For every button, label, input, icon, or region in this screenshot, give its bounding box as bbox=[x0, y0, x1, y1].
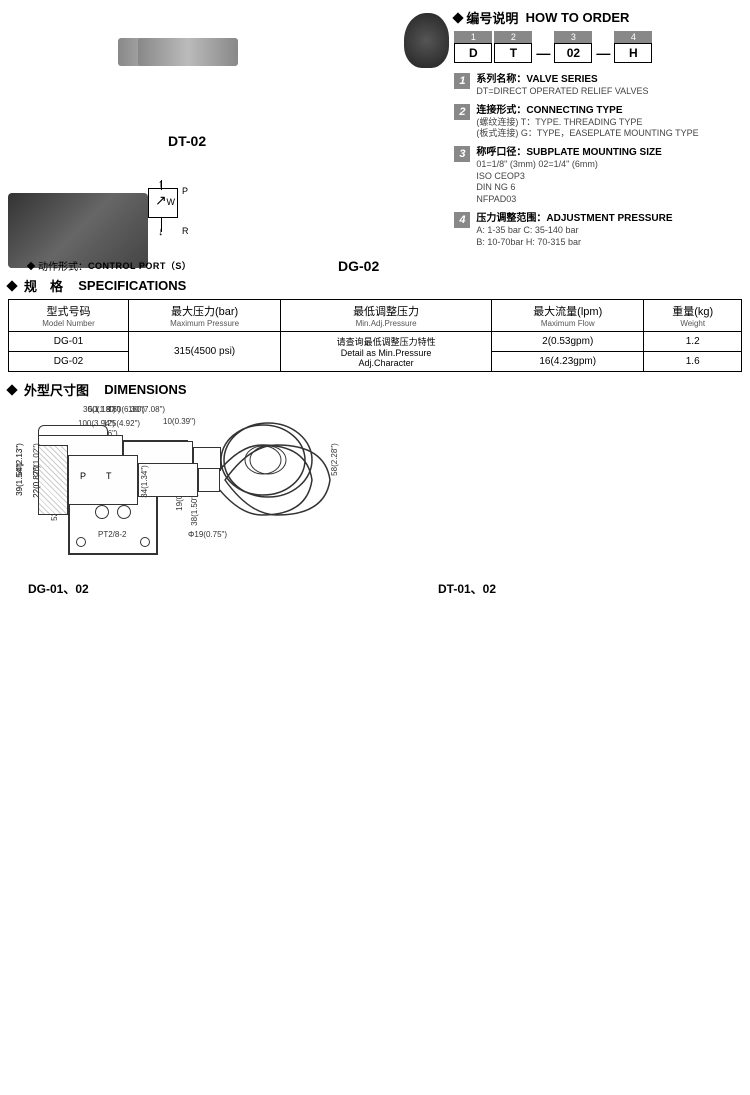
cell-maxp: 315(4500 psi) bbox=[129, 332, 281, 372]
legend-item-4: 4 压力调整范围：ADJUSTMENT PRESSURE A: 1-35 bar… bbox=[454, 212, 742, 248]
legend-item-2: 2 连接形式：CONNECTING TYPE (螺纹连接) T：TYPE. TH… bbox=[454, 104, 742, 140]
howto-title-cn: 编号说明 bbox=[466, 8, 518, 27]
cell-model: DG-01 bbox=[9, 332, 129, 352]
legend-text: 称呼口径：SUBPLATE MOUNTING SIZE 01=1/8" (3mm… bbox=[476, 146, 661, 206]
legend-text: 系列名称：VALVE SERIES DT=DIRECT OPERATED REL… bbox=[476, 73, 648, 98]
dims-title-en: DIMENSIONS bbox=[104, 382, 186, 397]
legend-num: 4 bbox=[454, 212, 470, 228]
dims-header: 外型尺寸图 DIMENSIONS bbox=[8, 380, 742, 399]
cell-weight: 1.2 bbox=[644, 332, 742, 352]
legend-text: 连接形式：CONNECTING TYPE (螺纹连接) T：TYPE. THRE… bbox=[476, 104, 698, 140]
order-box-2: T bbox=[494, 43, 532, 63]
schematic-port-p: P bbox=[182, 186, 188, 196]
dt-title: DT-01、02 bbox=[438, 580, 496, 597]
control-port-en: CONTROL PORT（S） bbox=[88, 259, 191, 272]
spec-header-cell: 最大压力(bar)Maximum Pressure bbox=[129, 300, 281, 332]
cell-minadj: 请查询最低调整压力特性 Detail as Min.Pressure Adj.C… bbox=[281, 332, 492, 372]
dt-side-drawing: 54(2.13") 26(1.02") 58(2.28") bbox=[8, 685, 348, 795]
control-port-label: 动作形式： CONTROL PORT（S） bbox=[28, 258, 191, 273]
legend-text: 压力调整范围：ADJUSTMENT PRESSURE A: 1-35 bar C… bbox=[476, 212, 672, 248]
spec-header-cell: 型式号码Model Number bbox=[9, 300, 129, 332]
dt-bottom-drawing: 180(7.08") 125(4.92") P T 39(1.54") 22(0… bbox=[8, 945, 348, 1095]
legend-num: 1 bbox=[454, 73, 470, 89]
spec-title-cn: 规 格 bbox=[24, 276, 63, 295]
legend-num: 3 bbox=[454, 146, 470, 162]
legend-num: 2 bbox=[454, 104, 470, 120]
spec-title-en: SPECIFICATIONS bbox=[78, 278, 186, 293]
dimensions-drawings: 50(1.97") 30(1.18") 27(1.06") 10(0.39") … bbox=[8, 405, 742, 915]
spec-header-cell: 最低调整压力Min.Adj.Pressure bbox=[281, 300, 492, 332]
legend-item-3: 3 称呼口径：SUBPLATE MOUNTING SIZE 01=1/8" (3… bbox=[454, 146, 742, 206]
order-box-4: H bbox=[614, 43, 652, 63]
table-row: DG-01 315(4500 psi) 请查询最低调整压力特性 Detail a… bbox=[9, 332, 742, 352]
how-to-order-panel: 编号说明 HOW TO ORDER 1D 2T — 302 — 4H 1 系列名… bbox=[454, 8, 742, 268]
valve-photo-dg02 bbox=[8, 118, 258, 228]
order-box-1: D bbox=[454, 43, 492, 63]
dims-title-cn: 外型尺寸图 bbox=[24, 380, 89, 399]
spec-table: 型式号码Model Number最大压力(bar)Maximum Pressur… bbox=[8, 299, 742, 372]
spec-header-cell: 重量(kg)Weight bbox=[644, 300, 742, 332]
howto-title-en: HOW TO ORDER bbox=[526, 10, 630, 25]
order-box-3: 02 bbox=[554, 43, 592, 63]
dg-bottom-drawing: 160(6.30") 100(3.94") 39(1.54") 22(0.87"… bbox=[8, 795, 348, 945]
label-dg02: DG-02 bbox=[338, 258, 379, 274]
cell-flow: 2(0.53gpm) bbox=[492, 332, 644, 352]
cell-weight: 1.6 bbox=[644, 352, 742, 372]
dg-title: DG-01、02 bbox=[28, 580, 89, 597]
control-port-cn: 动作形式： bbox=[38, 258, 88, 273]
spec-header: 规 格 SPECIFICATIONS bbox=[8, 276, 742, 295]
order-code-boxes: 1D 2T — 302 — 4H bbox=[454, 31, 742, 63]
howto-title: 编号说明 HOW TO ORDER bbox=[454, 8, 742, 27]
hydraulic-schematic: ↑ P ↗ W ↓ R bbox=[148, 188, 198, 248]
cell-flow: 16(4.23gpm) bbox=[492, 352, 644, 372]
label-dt02: DT-02 bbox=[168, 133, 206, 149]
cell-model: DG-02 bbox=[9, 352, 129, 372]
product-photos: DT-02 DG-02 ↑ P ↗ W ↓ R 动作形式： CONTROL PO… bbox=[8, 8, 444, 268]
spec-header-cell: 最大流量(lpm)Maximum Flow bbox=[492, 300, 644, 332]
schematic-port-r: R bbox=[182, 226, 189, 236]
legend-item-1: 1 系列名称：VALVE SERIES DT=DIRECT OPERATED R… bbox=[454, 73, 742, 98]
